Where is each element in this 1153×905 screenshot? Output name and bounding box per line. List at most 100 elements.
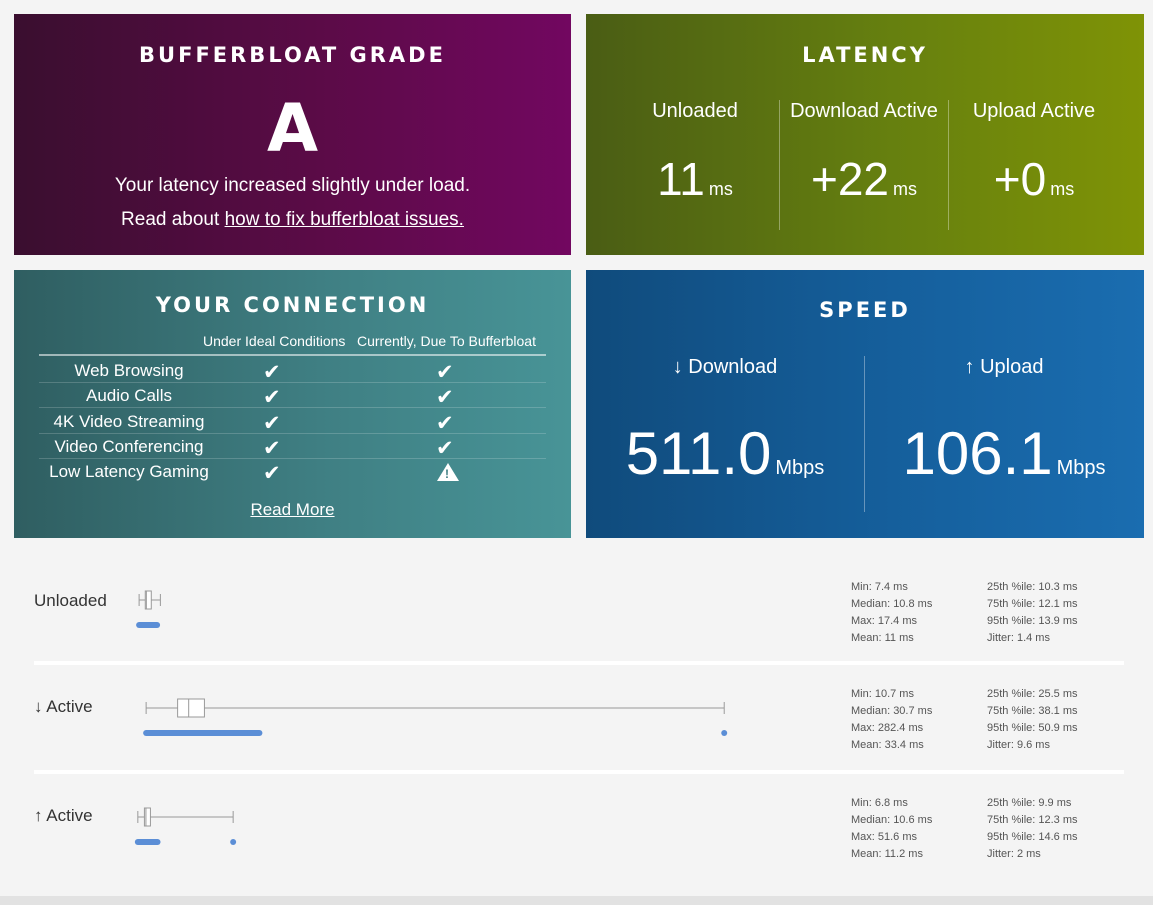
latency-download-label: Download Active	[790, 100, 938, 122]
boxplot-unloaded	[136, 590, 161, 628]
fix-info: Read about how to fix bufferbloat issues…	[14, 209, 571, 231]
box-iqr	[143, 807, 151, 827]
latency-title: LATENCY	[802, 43, 928, 67]
boxplot-upload	[134, 807, 237, 845]
upload-unit: Mbps	[1056, 457, 1106, 479]
upload-value: 106.1	[902, 420, 1053, 487]
stat-mean: Mean: 11 ms	[851, 632, 914, 644]
bottom-bar	[0, 896, 1153, 905]
row-name: Low Latency Gaming	[49, 462, 209, 481]
sample-point	[250, 730, 257, 736]
check-icon: ✔	[263, 437, 281, 460]
stat-p95: 95th %ile: 50.9 ms	[987, 722, 1078, 734]
table-header-line	[39, 354, 546, 356]
row-name: Audio Calls	[86, 386, 172, 405]
latency-panel: LATENCY Unloaded 11 ms Download Active +2…	[586, 14, 1144, 255]
stat-median: Median: 10.6 ms	[851, 814, 933, 826]
latency-upload-value: +0	[993, 153, 1047, 205]
fix-prefix: Read about	[121, 209, 225, 230]
latency-upload-label: Upload Active	[972, 100, 1096, 122]
download-unit: Mbps	[775, 457, 825, 479]
check-icon: ✔	[263, 462, 281, 485]
sample-point	[721, 730, 728, 736]
stat-min: Min: 7.4 ms	[851, 581, 908, 593]
warning-icon: !	[437, 463, 459, 481]
connection-panel: YOUR CONNECTION Under Ideal Conditions C…	[14, 270, 571, 538]
row-separator	[34, 661, 1124, 665]
stats-right: 25th %ile: 10.3 ms 75th %ile: 12.1 ms 95…	[987, 579, 1078, 647]
latency-download: Download Active +22 ms	[779, 100, 949, 230]
stat-p95: 95th %ile: 13.9 ms	[987, 615, 1078, 627]
speed-title: SPEED	[819, 298, 911, 322]
row-separator	[34, 770, 1124, 774]
table-row: Audio Calls ✔ ✔	[39, 383, 546, 409]
speed-panel: SPEED ↓ Download 511.0 Mbps ↑ Upload 106.…	[586, 270, 1144, 538]
grade-message: Your latency increased slightly under lo…	[114, 175, 471, 196]
stat-p95: 95th %ile: 14.6 ms	[987, 831, 1078, 843]
download-value: 511.0	[625, 420, 772, 487]
latency-download-value: +22	[810, 153, 890, 205]
check-icon: ✔	[263, 412, 281, 435]
latency-unloaded-unit: ms	[708, 179, 733, 199]
row-label: ↓ Active	[34, 697, 93, 716]
latency-upload-unit: ms	[1050, 179, 1075, 199]
speed-divider	[864, 356, 865, 512]
latency-unloaded-value: 11	[657, 153, 705, 205]
stat-jitter: Jitter: 9.6 ms	[987, 739, 1050, 751]
stats-right: 25th %ile: 9.9 ms 75th %ile: 12.3 ms 95t…	[987, 795, 1078, 863]
check-icon: ✔	[436, 412, 454, 435]
grade-letter: A	[266, 90, 319, 167]
stat-max: Max: 282.4 ms	[851, 722, 924, 734]
stat-min: Min: 6.8 ms	[851, 797, 908, 809]
upload-label: ↑ Upload	[964, 356, 1044, 378]
col-ideal-header: Under Ideal Conditions	[203, 333, 346, 349]
check-icon: ✔	[436, 361, 454, 384]
table-row: 4K Video Streaming ✔ ✔	[39, 409, 546, 435]
stat-mean: Mean: 33.4 ms	[851, 739, 924, 751]
stat-median: Median: 10.8 ms	[851, 598, 933, 610]
read-more-link[interactable]: Read More	[250, 500, 335, 519]
latency-unloaded-label: Unloaded	[652, 100, 738, 122]
stat-p25: 25th %ile: 10.3 ms	[987, 581, 1078, 593]
stat-jitter: Jitter: 1.4 ms	[987, 632, 1050, 644]
stat-p25: 25th %ile: 9.9 ms	[987, 797, 1072, 809]
check-icon: ✔	[436, 386, 454, 409]
latency-divider	[779, 100, 780, 230]
stat-min: Min: 10.7 ms	[851, 688, 914, 700]
sample-point	[241, 730, 248, 736]
check-icon: ✔	[263, 361, 281, 384]
box-iqr	[177, 698, 205, 718]
table-row: Low Latency Gaming ✔ !	[39, 459, 546, 485]
grade-title: BUFFERBLOAT GRADE	[139, 43, 446, 67]
boxplot-download	[143, 698, 728, 736]
stat-max: Max: 51.6 ms	[851, 831, 918, 843]
latency-divider	[948, 100, 949, 230]
stat-p75: 75th %ile: 12.1 ms	[987, 598, 1078, 610]
row-label: ↑ Active	[34, 806, 93, 825]
stats-left: Min: 6.8 ms Median: 10.6 ms Max: 51.6 ms…	[851, 795, 932, 863]
read-more: Read More	[14, 500, 571, 520]
stat-p25: 25th %ile: 25.5 ms	[987, 688, 1078, 700]
row-name: 4K Video Streaming	[53, 412, 205, 431]
stat-max: Max: 17.4 ms	[851, 615, 918, 627]
stats-left: Min: 10.7 ms Median: 30.7 ms Max: 282.4 …	[851, 686, 932, 754]
table-row: Video Conferencing ✔ ✔	[39, 434, 546, 460]
box-iqr	[144, 590, 152, 610]
latency-unloaded: Unloaded 11 ms	[610, 100, 780, 230]
check-icon: ✔	[263, 386, 281, 409]
download-label: ↓ Download	[672, 356, 778, 378]
sample-point	[230, 839, 237, 845]
stats-left: Min: 7.4 ms Median: 10.8 ms Max: 17.4 ms…	[851, 579, 932, 647]
sample-point	[220, 730, 227, 736]
connection-title: YOUR CONNECTION	[155, 293, 430, 317]
sample-point	[233, 730, 240, 736]
table-row: Web Browsing ✔ ✔	[39, 358, 546, 384]
stats-right: 25th %ile: 25.5 ms 75th %ile: 38.1 ms 95…	[987, 686, 1078, 754]
fix-bufferbloat-link[interactable]: how to fix bufferbloat issues.	[224, 209, 464, 230]
stat-p75: 75th %ile: 38.1 ms	[987, 705, 1078, 717]
latency-download-unit: ms	[893, 179, 918, 199]
row-name: Web Browsing	[74, 361, 184, 380]
latency-upload: Upload Active +0 ms	[949, 100, 1119, 230]
speed-download: ↓ Download 511.0 Mbps	[595, 356, 855, 488]
stat-jitter: Jitter: 2 ms	[987, 848, 1041, 860]
